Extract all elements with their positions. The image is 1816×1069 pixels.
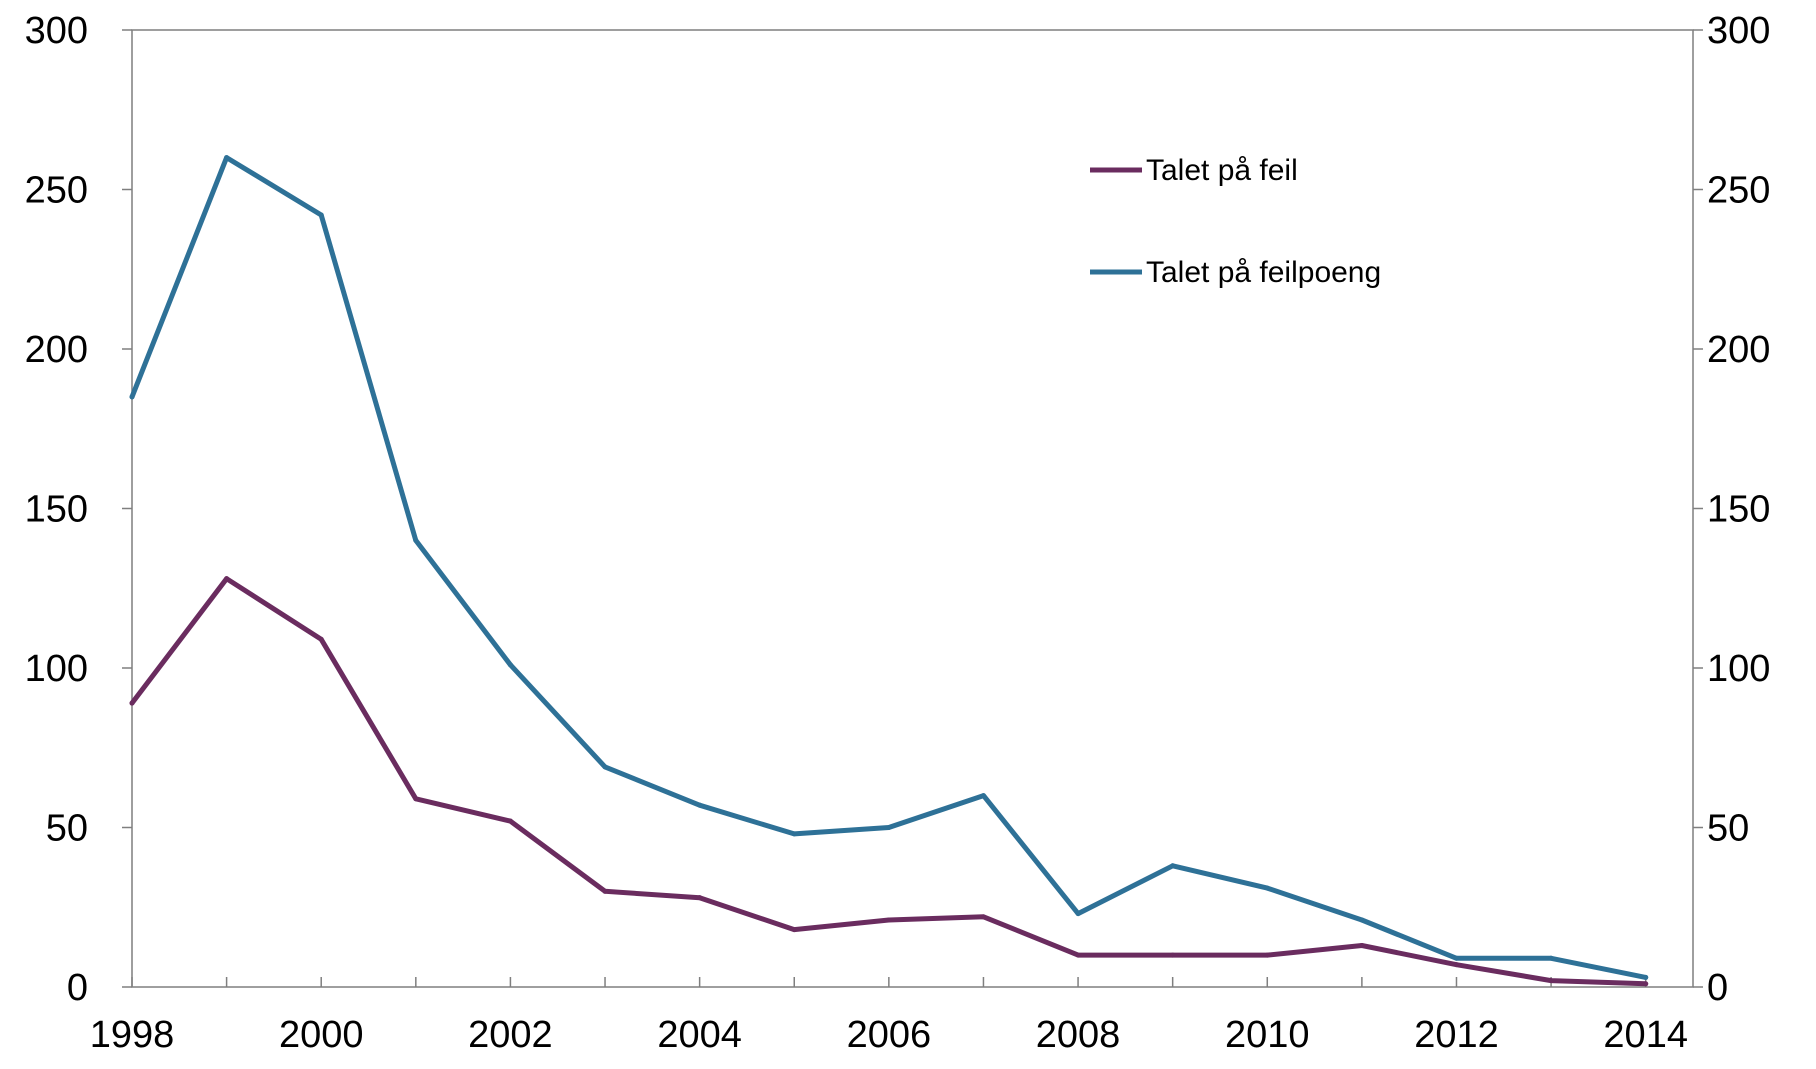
data-point	[697, 895, 703, 901]
data-point	[1548, 955, 1554, 961]
y-tick-label-left: 150	[25, 489, 88, 531]
y-tick-label-right: 200	[1707, 329, 1770, 371]
y-tick-label-right: 250	[1707, 170, 1770, 212]
data-point	[1264, 885, 1270, 891]
data-point	[980, 793, 986, 799]
x-tick-label: 2006	[847, 1014, 932, 1056]
data-point	[1453, 955, 1459, 961]
data-point	[224, 576, 230, 582]
y-tick-label-left: 50	[46, 808, 88, 850]
series-lines	[129, 155, 1649, 987]
data-point	[1548, 978, 1554, 984]
data-point	[1075, 911, 1081, 917]
data-point	[1643, 981, 1649, 987]
y-tick-label-right: 100	[1707, 648, 1770, 690]
data-point	[886, 917, 892, 923]
x-tick-label: 2012	[1414, 1014, 1499, 1056]
y-tick-label-left: 100	[25, 648, 88, 690]
x-tick-label: 2000	[279, 1014, 364, 1056]
data-point	[1643, 974, 1649, 980]
data-point	[129, 394, 135, 400]
x-tick-label: 2014	[1603, 1014, 1688, 1056]
x-tick-label: 2010	[1225, 1014, 1310, 1056]
y-tick-label-right: 300	[1707, 10, 1770, 52]
y-tick-label-left: 200	[25, 329, 88, 371]
data-point	[1075, 952, 1081, 958]
data-point	[1170, 863, 1176, 869]
data-point	[1359, 917, 1365, 923]
data-point	[507, 662, 513, 668]
data-point	[1359, 943, 1365, 949]
y-tick-label-right: 150	[1707, 489, 1770, 531]
tick-labels: 0 0 50 50 100 100 150 150 200 200 250 250 300 300 1998…	[25, 10, 1771, 1056]
data-point	[318, 636, 324, 642]
plot-frame	[131, 29, 1694, 988]
data-point	[318, 212, 324, 218]
legend-label: Talet på feil	[1146, 154, 1298, 187]
data-point	[224, 155, 230, 161]
data-point	[791, 927, 797, 933]
data-point	[980, 914, 986, 920]
data-point	[886, 825, 892, 830]
series-line-2	[129, 155, 1649, 980]
series-line-1	[129, 576, 1649, 987]
legend-label: Talet på feilpoeng	[1146, 256, 1381, 289]
x-tick-label: 2004	[657, 1014, 742, 1056]
y-tick-label-right: 50	[1707, 808, 1749, 850]
data-point	[129, 700, 135, 706]
y-tick-label-left: 250	[25, 170, 88, 212]
data-point	[697, 802, 703, 808]
tick-marks	[122, 29, 1703, 988]
x-tick-label: 2008	[1036, 1014, 1121, 1056]
plot-area	[131, 29, 1694, 988]
data-point	[413, 537, 419, 543]
x-tick-label: 1998	[90, 1014, 175, 1056]
data-point	[1264, 952, 1270, 958]
data-point	[602, 888, 608, 894]
data-point	[791, 831, 797, 837]
y-tick-label-left: 0	[67, 967, 88, 1009]
data-point	[602, 764, 608, 770]
data-point	[507, 818, 513, 824]
data-point	[413, 796, 419, 802]
data-point	[1170, 952, 1176, 958]
legend: Talet på feil Talet på feilpoeng	[1090, 154, 1381, 289]
y-tick-label-right: 0	[1707, 967, 1728, 1009]
y-tick-label-left: 300	[25, 10, 88, 52]
x-tick-label: 2002	[468, 1014, 553, 1056]
data-point	[1453, 962, 1459, 968]
